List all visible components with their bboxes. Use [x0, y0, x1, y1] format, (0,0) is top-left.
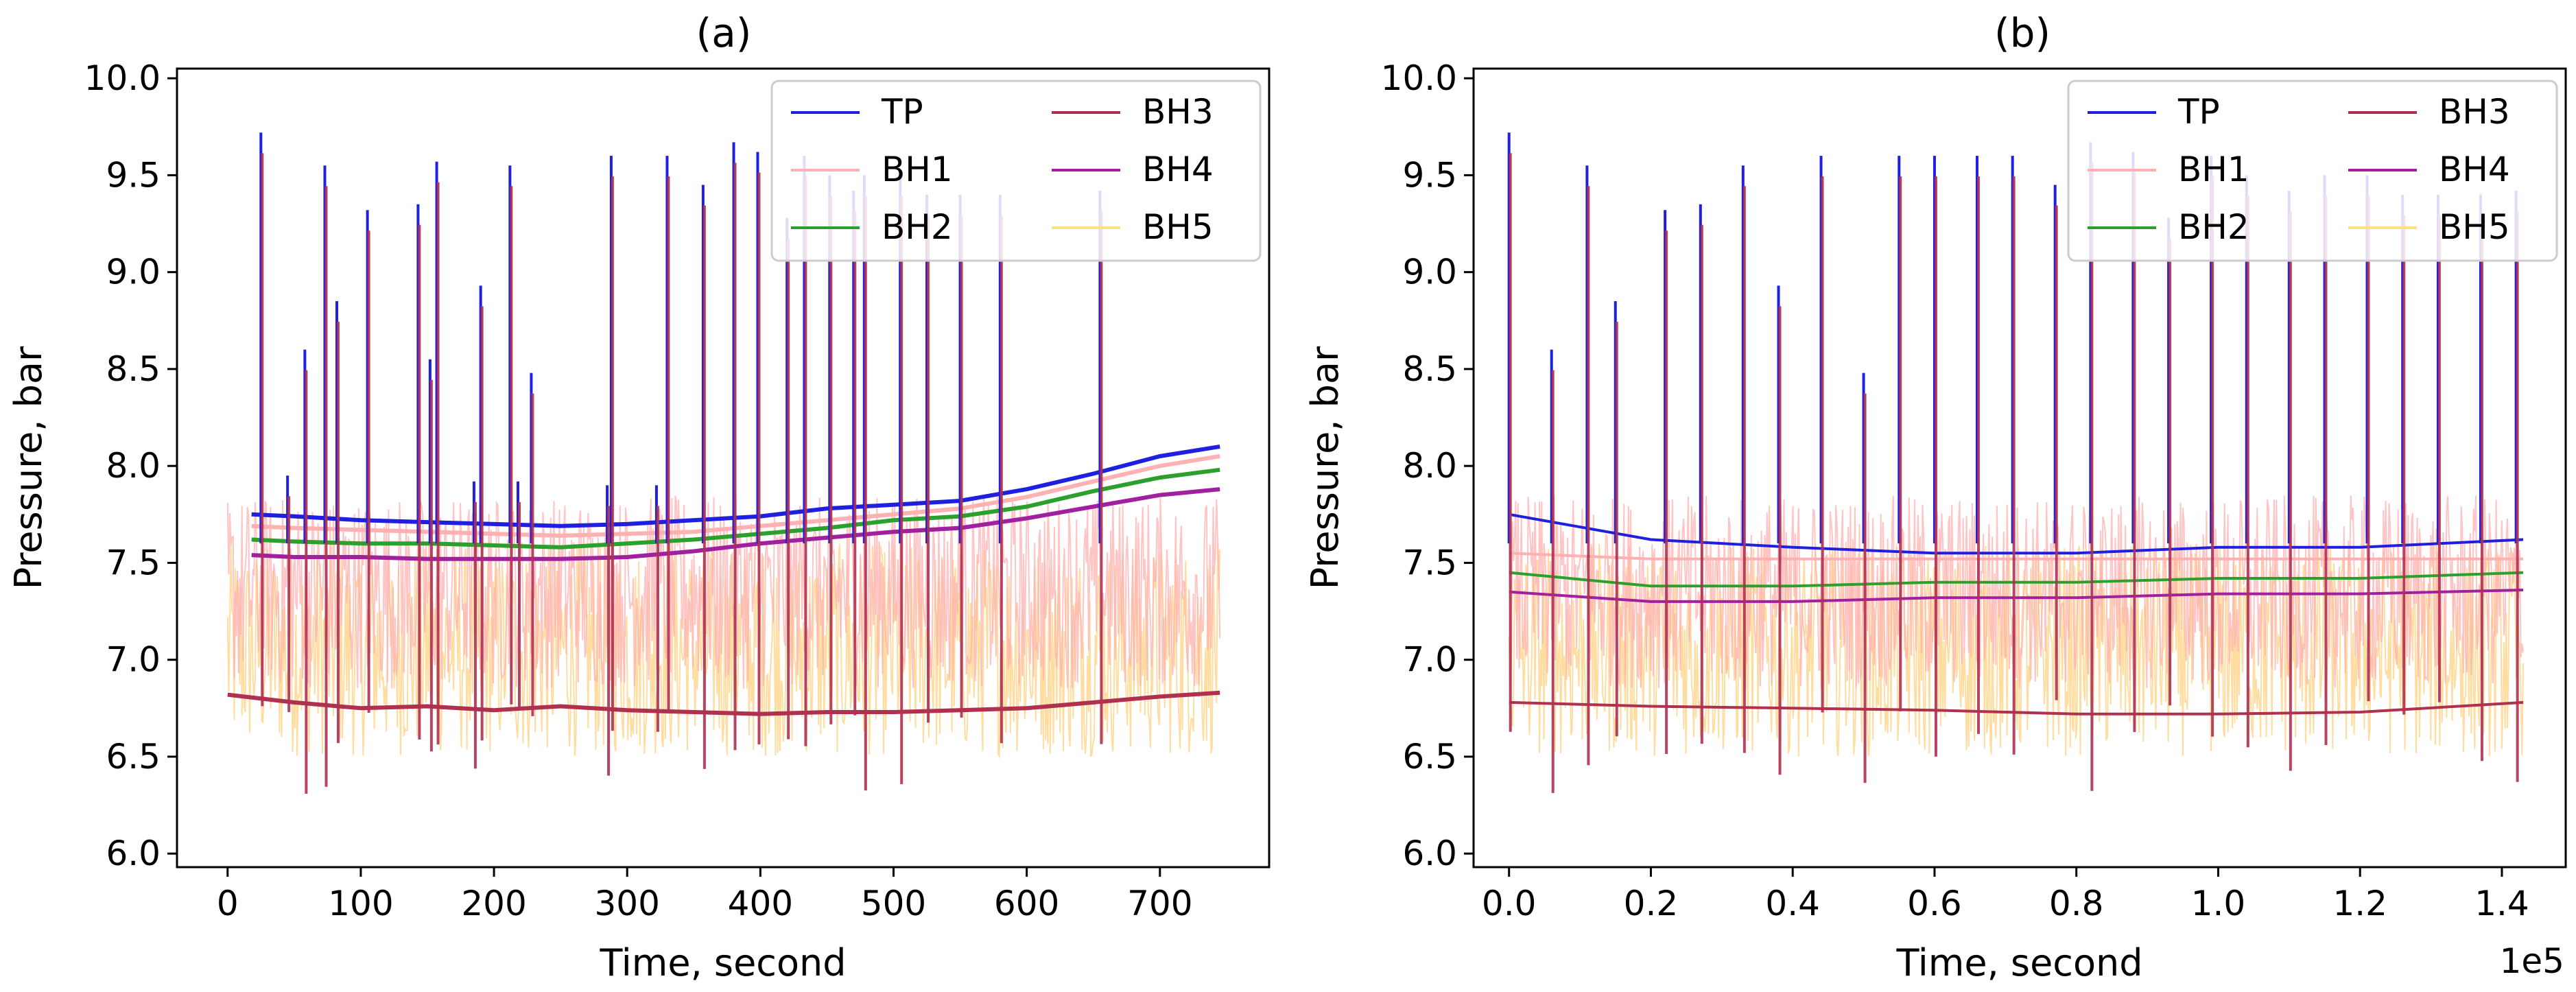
legend-entry-label: TP [2177, 92, 2220, 132]
x-tick-label: 0.8 [2049, 884, 2104, 923]
x-tick-label: 200 [461, 884, 526, 923]
x-axis-label-b: Time, second [1895, 941, 2142, 984]
noise-band-bh1 [1508, 495, 2524, 689]
x-axis-b: 0.0 0.2 0.4 0.6 0.8 1.0 1.2 1.4 [1482, 867, 2529, 923]
plot-area-a [226, 132, 1221, 794]
y-tick-label: 9.5 [1402, 155, 1457, 195]
x-tick-label: 0.0 [1482, 884, 1537, 923]
x-tick-label: 0.2 [1624, 884, 1679, 923]
series-line-bh3 [1509, 700, 2524, 716]
axes-frame-a [176, 67, 1271, 869]
y-tick-label: 8.0 [106, 446, 161, 486]
y-tick-label: 9.0 [1402, 252, 1457, 292]
legend-frame [2067, 80, 2558, 262]
series-line-bh4 [251, 487, 1220, 561]
legend-entry-label: BH4 [2439, 150, 2510, 189]
chart-title-a: (a) [696, 10, 752, 56]
series-line-tp [251, 444, 1220, 528]
axes-frame-b [1472, 67, 2567, 869]
x-axis-a: 0 100 200 300 400 500 600 700 [217, 867, 1193, 923]
y-tick-label: 8.0 [1402, 446, 1457, 486]
legend-entry-label: BH5 [1142, 207, 1214, 247]
y-tick-label: 8.5 [1402, 349, 1457, 389]
legend-entry-label: BH5 [2439, 207, 2510, 247]
y-axis-label-b: Pressure, bar [1303, 346, 1347, 589]
x-axis-offset-label-b: 1e5 [2500, 941, 2564, 981]
x-tick-label: 0.4 [1765, 884, 1820, 923]
y-axis-b: 6.0 6.5 7.0 7.5 8.0 8.5 9.0 9.5 10.0 [1381, 58, 1474, 873]
series-line-bh4 [1509, 589, 2524, 603]
legend-entry-label: BH4 [1142, 150, 1214, 189]
series-line-bh1 [251, 454, 1220, 538]
legend-entry-label: BH1 [2178, 150, 2249, 189]
legend-entry-label: TP [881, 92, 923, 132]
noise-band-bh5 [1508, 543, 2524, 757]
x-tick-label: 300 [594, 884, 659, 923]
legend-entry-label: BH1 [882, 150, 953, 189]
legend-entry-label: BH3 [2439, 92, 2510, 132]
series-line-bh2 [251, 467, 1220, 550]
series-line-bh1 [1509, 552, 2523, 560]
y-axis-label-a: Pressure, bar [7, 346, 50, 589]
legend-entry-label: BH2 [882, 207, 953, 247]
legend-frame [770, 80, 1262, 262]
series-line-tp [1509, 512, 2524, 555]
x-tick-label: 1.0 [2191, 884, 2246, 923]
chart-panel-a: (a) 0 100 200 300 400 500 600 700 6.0 6.5 7.0 7.5 8… [7, 10, 1271, 984]
x-tick-label: 100 [328, 884, 393, 923]
y-tick-label: 9.5 [106, 155, 161, 195]
y-tick-label: 7.0 [106, 640, 161, 680]
x-tick-label: 0 [217, 884, 239, 923]
x-tick-label: 0.6 [1907, 884, 1962, 923]
y-tick-label: 6.5 [1402, 737, 1457, 777]
x-tick-label: 400 [728, 884, 793, 923]
chart-title-b: (b) [1994, 10, 2051, 56]
x-tick-label: 1.4 [2474, 884, 2529, 923]
noise-band-bh5 [226, 543, 1221, 759]
legend-b: TP BH1 BH2 BH3 BH4 BH5 [2067, 80, 2558, 262]
y-tick-label: 7.5 [1402, 543, 1457, 582]
y-tick-label: 9.0 [106, 252, 161, 292]
y-tick-label: 6.0 [1402, 834, 1457, 873]
y-tick-label: 10.0 [1381, 58, 1457, 98]
x-axis-label-a: Time, second [599, 941, 846, 984]
legend-entry-label: BH3 [1142, 92, 1214, 132]
series-line-bh3 [227, 690, 1220, 716]
y-tick-label: 7.5 [106, 543, 161, 582]
series-line-bh2 [1509, 571, 2524, 588]
y-tick-label: 8.5 [106, 349, 161, 389]
x-tick-label: 600 [994, 884, 1059, 923]
y-tick-label: 7.0 [1402, 640, 1457, 680]
x-tick-label: 700 [1127, 884, 1192, 923]
y-tick-label: 6.0 [106, 834, 161, 873]
y-tick-label: 10.0 [84, 58, 161, 98]
x-tick-label: 1.2 [2332, 884, 2387, 923]
legend-a: TP BH1 BH2 BH3 BH4 BH5 [770, 80, 1262, 262]
chart-panel-b: (b) 0.0 0.2 0.4 0.6 0.8 1.0 1.2 1.4 6.0 6.5 7.0 7.… [1303, 10, 2567, 984]
y-tick-label: 6.5 [106, 737, 161, 777]
noise-band-bh1 [226, 495, 1221, 689]
y-axis-a: 6.0 6.5 7.0 7.5 8.0 8.5 9.0 9.5 10.0 [84, 58, 177, 873]
x-tick-label: 500 [861, 884, 926, 923]
legend-entry-label: BH2 [2178, 207, 2249, 247]
